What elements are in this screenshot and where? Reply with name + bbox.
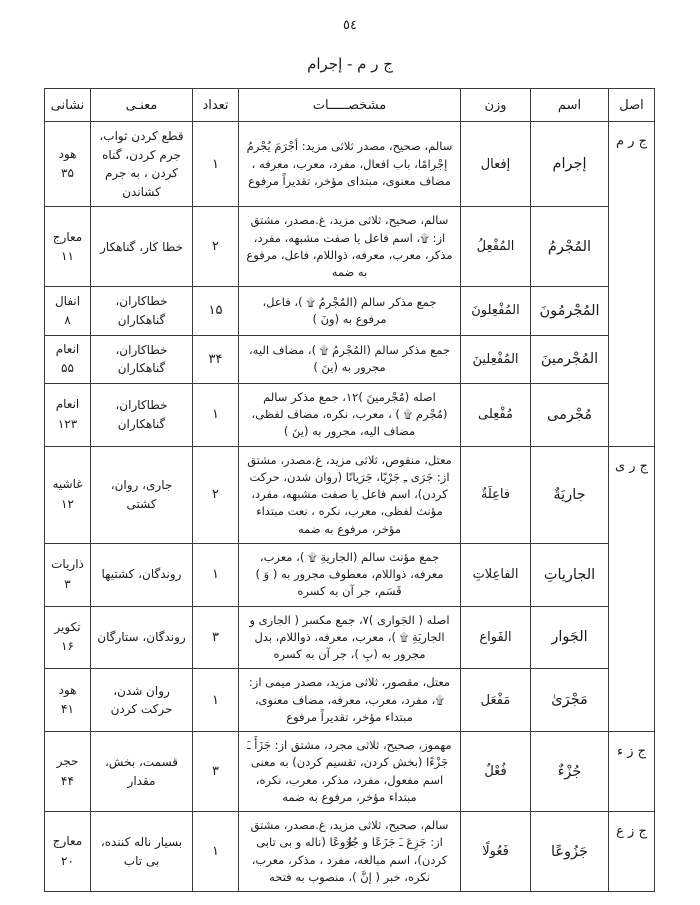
cell-name: جَزُوعًا — [530, 811, 609, 892]
table-row: ج ر م إجرام إفعال سالم، صحیح، مصدر ثلاثی… — [44, 120, 655, 447]
col-header-details: مشخصـــــات — [238, 88, 461, 122]
cell-ref: انفال ۸ — [44, 286, 91, 336]
cell-ref: ذاریات ۳ — [44, 542, 91, 607]
cell-pattern: إفعال — [460, 120, 531, 208]
cell-pattern: مَفْعَل — [460, 668, 531, 732]
cell-ref: حجر ۴۴ — [44, 731, 91, 812]
cell-count: ۳ — [192, 731, 239, 812]
cell-details: اصله ( الجَواری )۷، جمع مکسر ( الجاری و … — [238, 605, 461, 670]
cell-name: مَجْرَیٰ — [530, 668, 609, 732]
cell-pattern: فُعْلٌ — [460, 731, 531, 812]
table-row: ج ر ی جاریَةٌ فاعِلَةٌ معتل، منقوص، ثلاث… — [44, 445, 655, 732]
table-row: مَجْرَیٰ مَفْعَل معتل، مقصور، ثلاثی مزید… — [44, 668, 655, 732]
cell-pattern: مُفْعِلی — [460, 382, 531, 447]
cell-details: جمع مذکر سالم (المُجْرمُ ۩ )، مضاف الیه،… — [238, 334, 461, 384]
cell-ref: انعام ۱۲۳ — [44, 382, 91, 447]
cell-pattern: المُفْعِلینَ — [460, 334, 531, 384]
cell-ref: هود ۴۱ — [44, 668, 91, 732]
cell-details: معتل، مقصور، ثلاثی مزید، مصدر میمی از: ۩… — [238, 668, 461, 732]
col-header-ref: نشانی — [44, 88, 91, 122]
table-row: المُجْرمُ المُفْعِلُ سالم، صحیح، ثلاثی م… — [44, 206, 655, 288]
cell-name: إجرام — [530, 120, 609, 208]
cell-name: الجاریاتِ — [530, 542, 609, 607]
cell-details: جمع مذکر سالم (المُجْرمُ ۩ )، فاعل، مرفو… — [238, 286, 461, 336]
cell-name: المُجْرمینَ — [530, 334, 609, 384]
cell-details: جمع مؤنث سالم (الجاریةِ ۩ )، معرب، معرفه… — [238, 542, 461, 607]
cell-count: ۲ — [192, 445, 239, 544]
cell-name: جُزْءٌ — [530, 731, 609, 812]
cell-pattern: المُفْعِلُ — [460, 206, 531, 288]
cell-name: الجَوار — [530, 605, 609, 670]
table-row: الجَوار الفَواع اصله ( الجَواری )۷، جمع … — [44, 605, 655, 670]
footer-asterisk: * — [346, 836, 354, 855]
cell-root: ج ز ء — [608, 731, 655, 812]
cell-meaning: روندگان، ستارگان — [90, 605, 193, 670]
cell-pattern: المُفْعِلونَ — [460, 286, 531, 336]
cell-pattern: الفَواع — [460, 605, 531, 670]
table-row: المُجْرمینَ المُفْعِلینَ جمع مذکر سالم (… — [44, 334, 655, 384]
cell-name: المُجْرمُونَ — [530, 286, 609, 336]
cell-ref: معارج ۱۱ — [44, 206, 91, 288]
cell-name: مُجْرمی — [530, 382, 609, 447]
cell-root: ج ر م — [608, 121, 655, 447]
cell-count: ۱ — [192, 120, 239, 208]
col-header-meaning: معنـی — [90, 88, 193, 122]
cell-pattern: فاعِلَةٌ — [460, 445, 531, 544]
cell-count: ۳۴ — [192, 334, 239, 384]
cell-count: ۳ — [192, 605, 239, 670]
cell-root: ج ز ع — [608, 811, 655, 892]
cell-pattern: الفاعِلاتِ — [460, 542, 531, 607]
cell-meaning: خطاکاران، گناهکاران — [90, 286, 193, 336]
col-header-name: اسم — [530, 88, 609, 122]
col-header-pattern: وزن — [460, 88, 531, 122]
cell-pattern: فَعُولًا — [460, 811, 531, 892]
cell-count: ۱ — [192, 542, 239, 607]
cell-ref: تکویر ۱۶ — [44, 605, 91, 670]
cell-meaning: قطع کردن ثواب، جرم کردن، گناه کردن ، به … — [90, 120, 193, 208]
cell-meaning: خطا کار، گناهکار — [90, 206, 193, 288]
cell-name: جاریَةٌ — [530, 445, 609, 544]
cell-details: مهموز، صحیح، ثلاثی مجرد، مشتق از: جَزَأَ… — [238, 731, 461, 812]
cell-count: ۱ — [192, 382, 239, 447]
cell-count: ۱ — [192, 668, 239, 732]
cell-meaning: جاری، روان، کشتی — [90, 445, 193, 544]
cell-meaning: روان شدن، حرکت کردن — [90, 668, 193, 732]
header-row: اصل اسم وزن مشخصـــــات تعداد معنـی نشان… — [44, 88, 655, 122]
table-row: الجاریاتِ الفاعِلاتِ جمع مؤنث سالم (الجا… — [44, 542, 655, 607]
cell-count: ۲ — [192, 206, 239, 288]
cell-ref: هود ۳۵ — [44, 120, 91, 208]
cell-meaning: خطاکاران، گناهکاران — [90, 382, 193, 447]
cell-meaning: بسیار ناله کننده، بی تاب — [90, 811, 193, 892]
cell-count: ۱۵ — [192, 286, 239, 336]
cell-details: معتل، منقوص، ثلاثی مزید، غ.مصدر، مشتق از… — [238, 445, 461, 544]
page-title: ج ر م - إجرام — [307, 55, 393, 73]
table-row: المُجْرمُونَ المُفْعِلونَ جمع مذکر سالم … — [44, 286, 655, 336]
cell-root: ج ر ی — [608, 445, 655, 732]
cell-details: سالم، صحیح، ثلاثی مزید، غ.مصدر، مشتق از:… — [238, 206, 461, 288]
col-header-count: تعداد — [192, 88, 239, 122]
cell-count: ۱ — [192, 811, 239, 892]
cell-details: سالم، صحیح، مصدر ثلاثی مزید: أجْرَمَ یُج… — [238, 120, 461, 208]
cell-details: سالم، صحیح، ثلاثی مزید، غ.مصدر، مشتق از:… — [238, 811, 461, 892]
cell-details: اصله (مُجْرمینَ )۱۲، جمع مذکر سالم (مُجْ… — [238, 382, 461, 447]
cell-meaning: روندگان، کشتیها — [90, 542, 193, 607]
table-row: ج ز ء جُزْءٌ فُعْلٌ مهموز، صحیح، ثلاثی م… — [44, 731, 655, 812]
cell-ref: انعام ۵۵ — [44, 334, 91, 384]
cell-ref: معارج ۲۰ — [44, 811, 91, 892]
cell-meaning: قسمت، بخش، مقدار — [90, 731, 193, 812]
table-row: مُجْرمی مُفْعِلی اصله (مُجْرمینَ )۱۲، جم… — [44, 382, 655, 447]
cell-name: المُجْرمُ — [530, 206, 609, 288]
table-row: ج ز ع جَزُوعًا فَعُولًا سالم، صحیح، ثلاث… — [44, 811, 655, 892]
cell-ref: غاشیه ۱۲ — [44, 445, 91, 544]
word-table: اصل اسم وزن مشخصـــــات تعداد معنـی نشان… — [44, 88, 655, 892]
col-header-root: اصل — [608, 88, 655, 122]
cell-meaning: خطاکاران، گناهکاران — [90, 334, 193, 384]
page-number: ٥٤ — [343, 18, 357, 33]
